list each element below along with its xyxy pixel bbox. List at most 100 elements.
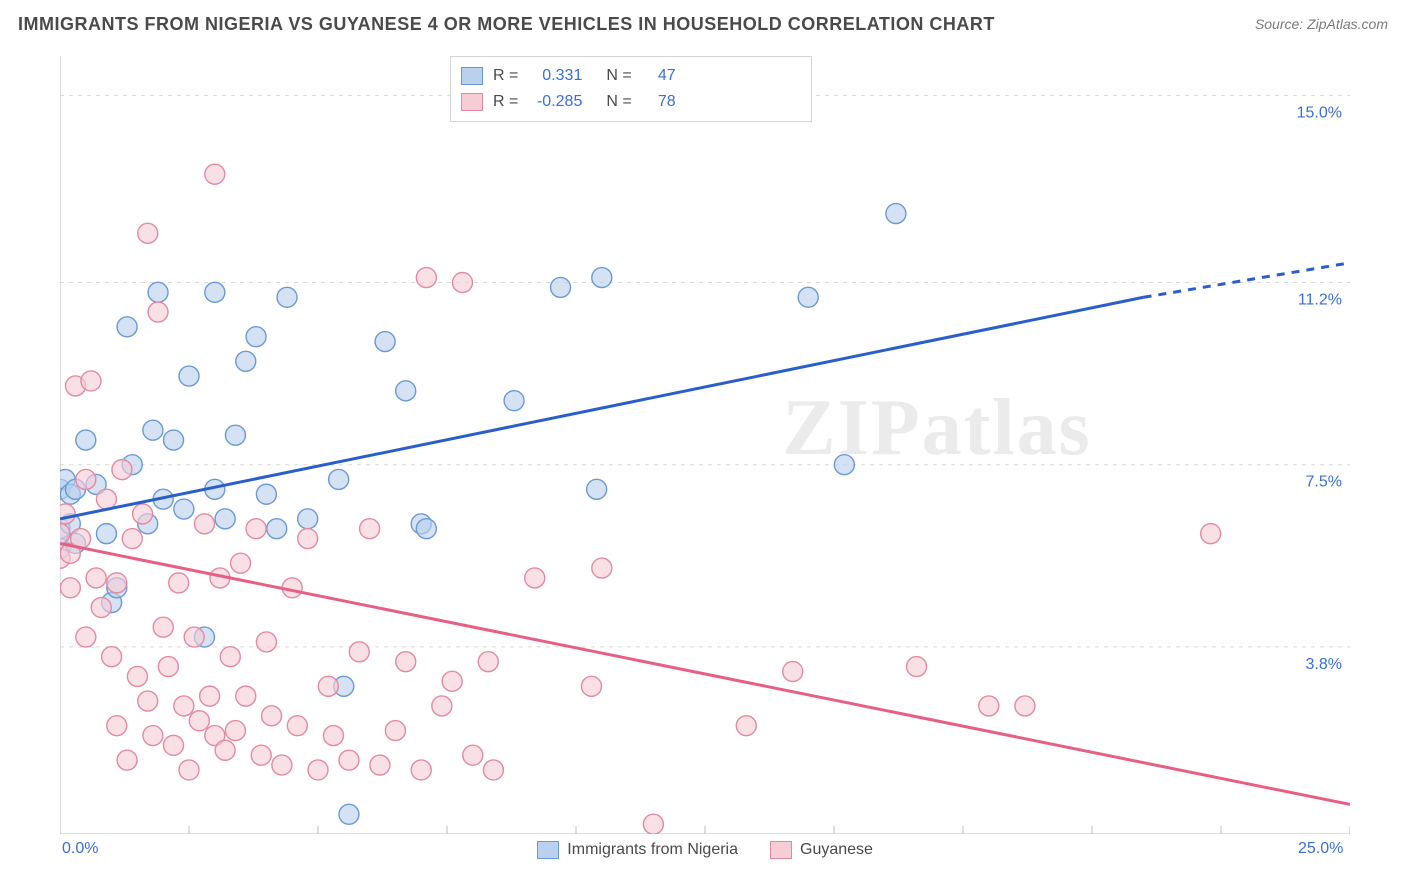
data-point	[1201, 524, 1221, 544]
data-point	[277, 287, 297, 307]
data-point	[442, 671, 462, 691]
data-point	[179, 366, 199, 386]
data-point	[416, 519, 436, 539]
data-point	[478, 652, 498, 672]
data-point	[416, 268, 436, 288]
scatter-plot: 3.8% 7.5% 11.2% 15.0%	[60, 56, 1350, 834]
data-point	[525, 568, 545, 588]
data-point	[215, 740, 235, 760]
data-point	[246, 327, 266, 347]
stats-row: R =0.331N =47	[461, 63, 801, 89]
data-point	[587, 479, 607, 499]
data-point	[122, 529, 142, 549]
source-attribution: Source: ZipAtlas.com	[1255, 16, 1388, 32]
data-point	[102, 647, 122, 667]
data-point	[174, 499, 194, 519]
data-point	[112, 460, 132, 480]
data-point	[272, 755, 292, 775]
y-gridline-label: 15.0%	[1297, 104, 1342, 121]
data-point	[169, 573, 189, 593]
data-point	[138, 223, 158, 243]
correlation-stats-box: R =0.331N =47R =-0.285N =78	[450, 56, 812, 122]
data-point	[463, 745, 483, 765]
data-point	[360, 519, 380, 539]
data-point	[298, 529, 318, 549]
data-point	[287, 716, 307, 736]
data-point	[329, 469, 349, 489]
data-point	[251, 745, 271, 765]
data-point	[60, 578, 80, 598]
data-point	[127, 666, 147, 686]
data-point	[148, 282, 168, 302]
data-point	[798, 287, 818, 307]
data-point	[267, 519, 287, 539]
legend-label: Guyanese	[800, 841, 873, 859]
data-point	[592, 268, 612, 288]
data-point	[76, 627, 96, 647]
data-point	[592, 558, 612, 578]
data-point	[225, 721, 245, 741]
stats-swatch	[461, 67, 483, 85]
data-point	[143, 420, 163, 440]
stats-row: R =-0.285N =78	[461, 89, 801, 115]
data-point	[375, 332, 395, 352]
data-point	[205, 164, 225, 184]
data-point	[184, 627, 204, 647]
data-point	[256, 484, 276, 504]
legend: Immigrants from Nigeria Guyanese	[537, 836, 873, 864]
data-point	[551, 277, 571, 297]
data-point	[349, 642, 369, 662]
legend-label: Immigrants from Nigeria	[567, 841, 738, 859]
data-point	[298, 509, 318, 529]
data-point	[215, 509, 235, 529]
data-point	[200, 686, 220, 706]
data-point	[143, 726, 163, 746]
data-point	[225, 425, 245, 445]
x-axis-max-label: 25.0%	[1298, 840, 1343, 858]
data-point	[886, 204, 906, 224]
data-point	[907, 657, 927, 677]
data-point	[164, 430, 184, 450]
data-point	[205, 282, 225, 302]
data-point	[153, 617, 173, 637]
data-point	[86, 568, 106, 588]
data-point	[138, 691, 158, 711]
data-point	[396, 652, 416, 672]
data-point	[91, 597, 111, 617]
data-point	[148, 302, 168, 322]
data-point	[117, 750, 137, 770]
data-point	[107, 573, 127, 593]
data-point	[643, 814, 663, 834]
stats-r-label: R =	[493, 67, 518, 85]
x-axis-min-label: 0.0%	[62, 840, 98, 858]
legend-swatch	[537, 841, 559, 859]
y-gridline-label: 11.2%	[1298, 292, 1342, 309]
data-point	[107, 716, 127, 736]
data-point	[117, 317, 137, 337]
stats-r-label: R =	[493, 93, 518, 111]
legend-item: Guyanese	[770, 841, 873, 859]
data-point	[96, 524, 116, 544]
stats-r-value: 0.331	[528, 67, 582, 85]
stats-n-label: N =	[606, 67, 631, 85]
data-point	[231, 553, 251, 573]
y-gridline-label: 7.5%	[1306, 474, 1342, 491]
data-point	[411, 760, 431, 780]
data-point	[246, 519, 266, 539]
data-point	[339, 750, 359, 770]
data-point	[262, 706, 282, 726]
legend-swatch	[770, 841, 792, 859]
y-gridline-label: 3.8%	[1306, 656, 1342, 673]
data-point	[308, 760, 328, 780]
data-point	[385, 721, 405, 741]
stats-r-value: -0.285	[528, 93, 582, 111]
data-point	[194, 514, 214, 534]
data-point	[158, 657, 178, 677]
data-point	[1015, 696, 1035, 716]
data-point	[432, 696, 452, 716]
data-point	[256, 632, 276, 652]
stats-swatch	[461, 93, 483, 111]
data-point	[370, 755, 390, 775]
data-point	[236, 686, 256, 706]
data-point	[339, 804, 359, 824]
